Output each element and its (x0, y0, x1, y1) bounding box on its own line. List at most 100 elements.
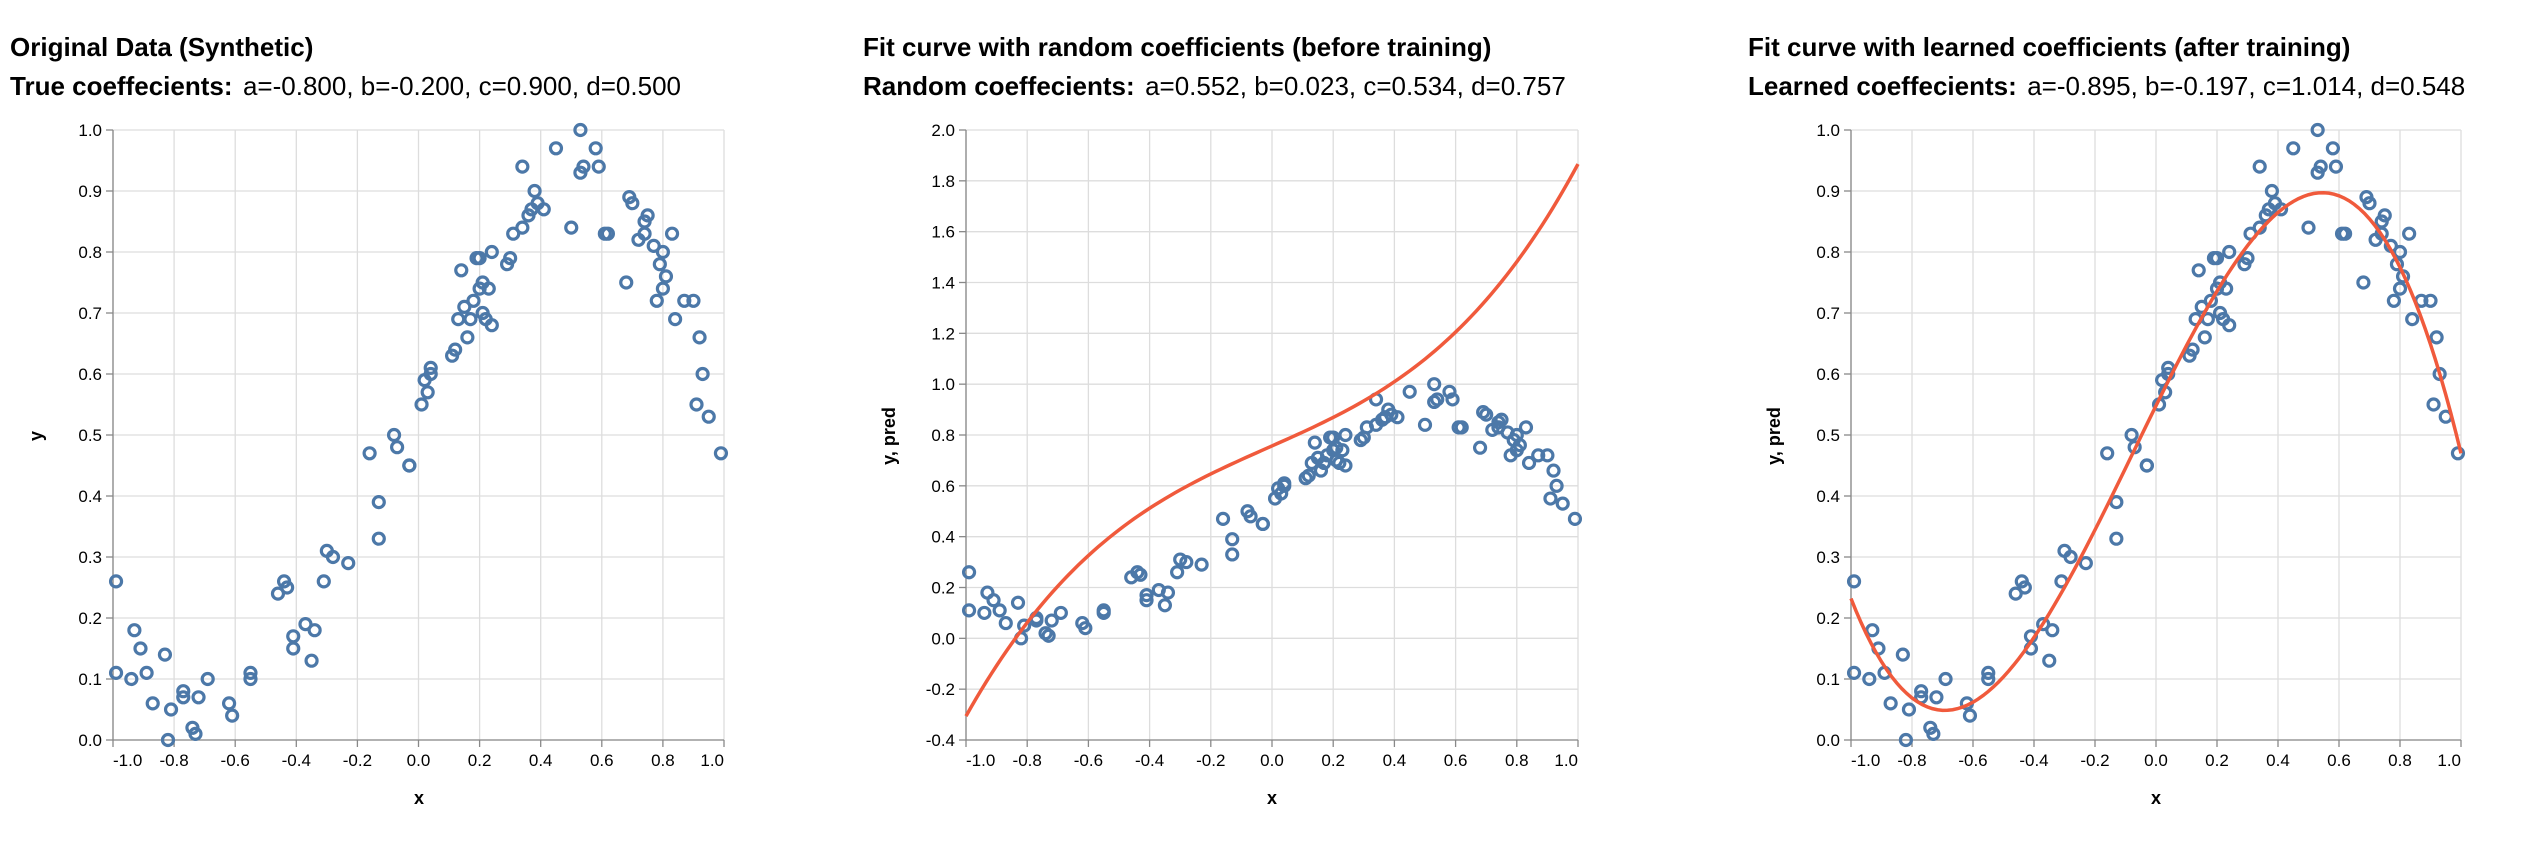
data-point (2362, 196, 2377, 211)
data-point (515, 159, 530, 174)
data-point (484, 244, 499, 260)
data-point (2078, 555, 2093, 571)
data-point (1041, 628, 1056, 643)
data-point (145, 696, 160, 711)
data-point (506, 226, 521, 241)
x-tick-label: -0.8 (1897, 751, 1926, 770)
x-tick-label: 0.4 (1383, 751, 1407, 770)
data-point (1494, 412, 1509, 427)
data-point (2356, 275, 2371, 290)
data-point (2042, 653, 2057, 668)
data-point (2063, 549, 2078, 565)
data-point (451, 312, 466, 327)
data-point (454, 263, 469, 278)
data-point (1518, 420, 1534, 435)
data-point (2124, 427, 2139, 443)
data-point (677, 293, 692, 308)
data-point (2325, 141, 2340, 156)
data-point (1338, 458, 1353, 473)
data-point (484, 318, 499, 333)
data-point (1335, 443, 1350, 458)
data-point (1512, 438, 1527, 453)
data-point (600, 226, 616, 241)
data-point (133, 641, 148, 656)
panel-subtitle: True coeffecients: a=-0.800, b=-0.200, c… (10, 71, 681, 101)
data-point (221, 696, 237, 711)
fit-curve (1849, 190, 2463, 713)
data-point (448, 342, 463, 357)
data-point (1865, 623, 1880, 638)
data-point (515, 220, 530, 235)
data-point (1846, 574, 1862, 589)
x-tick-label: 0.0 (2144, 751, 2168, 770)
data-point (1981, 665, 1996, 681)
data-point (713, 446, 729, 461)
y-tick-label: 0.2 (931, 579, 955, 598)
data-point (625, 196, 640, 211)
y-tick-label: 0.3 (78, 548, 102, 567)
data-point (640, 208, 655, 223)
x-tick-label: 0.6 (590, 751, 614, 770)
x-tick-label: -1.0 (966, 751, 995, 770)
data-point (1390, 410, 1405, 425)
x-tick-label: -1.0 (113, 751, 142, 770)
data-point (286, 641, 301, 656)
y-tick-label: 0.6 (1816, 365, 1840, 384)
x-tick-label: 0.8 (1505, 751, 1529, 770)
data-point (2392, 281, 2408, 296)
data-point (1215, 511, 1231, 526)
panel-title: Fit curve with learned coefficients (aft… (1748, 32, 2350, 62)
panel-title: Fit curve with random coefficients (befo… (863, 32, 1491, 62)
data-point (2423, 293, 2438, 308)
data-point (536, 202, 551, 217)
data-point (1430, 392, 1445, 407)
y-axis-title: y (26, 431, 46, 441)
data-point (2392, 244, 2408, 260)
data-point (1521, 455, 1537, 471)
data-point (2286, 141, 2301, 156)
data-point (1898, 732, 1914, 748)
data-point (588, 141, 603, 156)
data-point (2273, 202, 2289, 217)
data-point (1139, 588, 1154, 603)
data-point (124, 671, 139, 687)
data-point (619, 275, 634, 290)
data-point (1549, 478, 1564, 493)
plot-area-original: -1.0 -0.8 -0.6 -0.4 -0.2 0.0 0.2 0.4 0.6 0.8 1.0 0.… (78, 121, 729, 770)
data-point (1255, 516, 1270, 532)
data-point (564, 220, 579, 235)
y-axis-title: y, pred (1764, 407, 1784, 465)
x-tick-label: -0.6 (1074, 751, 1103, 770)
panel-before-training: Fit curve with random coefficients (befo… (863, 32, 1583, 808)
data-point (1543, 491, 1558, 506)
subtitle-label: Random coeffecients: (863, 71, 1135, 101)
y-tick-label: 1.0 (1816, 121, 1840, 140)
y-tick-label: 0.0 (78, 731, 102, 750)
data-point (2429, 330, 2444, 345)
x-tick-label: -0.6 (1958, 751, 1987, 770)
data-point (2222, 244, 2237, 260)
data-point (460, 330, 475, 345)
y-tick-label: 0.1 (1816, 670, 1840, 689)
data-point (1338, 427, 1353, 443)
data-point (402, 458, 417, 473)
y-tick-label: -0.4 (926, 731, 955, 750)
data-point (304, 653, 319, 668)
data-point (298, 616, 313, 632)
data-point (139, 665, 154, 681)
data-point (200, 671, 215, 687)
data-point (2197, 330, 2212, 345)
data-point (371, 495, 386, 510)
y-tick-label: 0.5 (78, 426, 102, 445)
y-tick-label: 0.8 (931, 426, 955, 445)
data-point (1540, 448, 1555, 463)
data-point (646, 238, 661, 253)
y-tick-label: 0.2 (78, 609, 102, 628)
subtitle-label: True coeffecients: (10, 71, 233, 101)
data-point (2328, 159, 2344, 174)
data-point (1555, 496, 1570, 511)
data-point (108, 574, 124, 589)
data-point (1194, 557, 1209, 572)
y-axis-title: y, pred (879, 407, 899, 465)
y-tick-label: 0.9 (1816, 182, 1840, 201)
